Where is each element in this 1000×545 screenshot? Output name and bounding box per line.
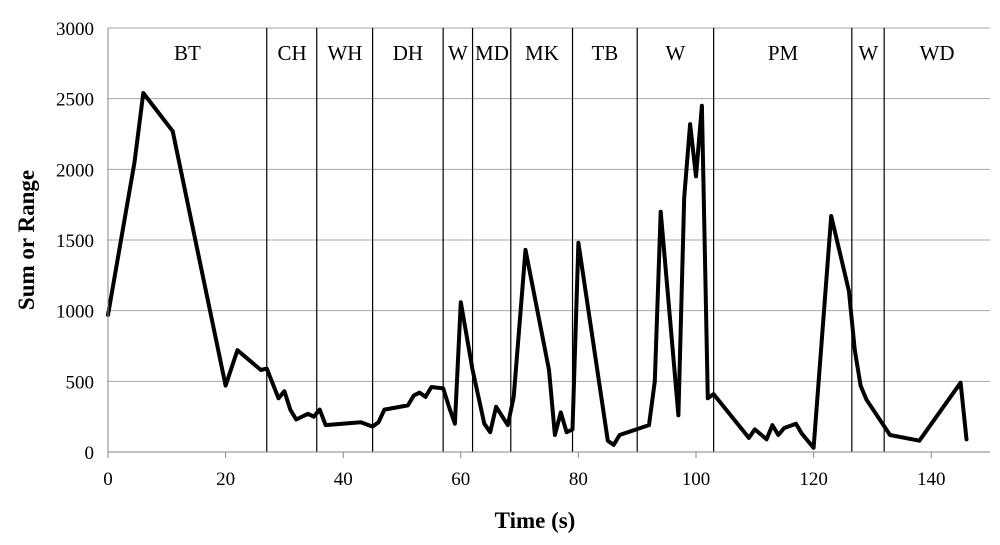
x-tick-label-0: 0 — [103, 469, 113, 490]
y-tick-label-5: 2500 — [56, 90, 94, 111]
y-tick-label-6: 3000 — [56, 19, 94, 40]
phase-label-11: WD — [920, 41, 955, 65]
x-tick-label-4: 80 — [569, 469, 588, 490]
y-tick-label-1: 500 — [66, 372, 95, 393]
grid-lines — [108, 27, 990, 382]
x-tick-label-7: 140 — [917, 469, 946, 490]
phase-label-7: TB — [591, 41, 618, 65]
x-tick-label-3: 60 — [451, 469, 470, 490]
phase-label-5: MD — [475, 41, 509, 65]
x-tick-label-5: 100 — [682, 469, 711, 490]
y-tick-label-2: 1000 — [56, 302, 94, 323]
phase-label-1: CH — [277, 41, 306, 65]
phase-label-6: MK — [525, 41, 559, 65]
axes — [107, 28, 990, 458]
phase-label-2: WH — [327, 41, 362, 65]
x-axis-label: Time (s) — [495, 508, 576, 533]
y-tick-label-4: 2000 — [56, 160, 94, 181]
phase-label-10: W — [858, 41, 878, 65]
x-tick-label-2: 40 — [334, 469, 353, 490]
series-line-0 — [106, 91, 969, 450]
phase-label-4: W — [448, 41, 468, 65]
series-lines — [106, 91, 969, 450]
phase-labels: BT CH WH DH W MD MK TB W PM W WD — [174, 41, 955, 65]
x-tick-label-1: 20 — [216, 469, 235, 490]
y-tick-labels: 0 500 1000 1500 2000 2500 3000 — [56, 19, 94, 464]
y-tick-label-3: 1500 — [56, 231, 94, 252]
phase-label-3: DH — [393, 41, 423, 65]
x-tick-labels: 0 20 40 60 80 100 120 140 — [103, 469, 945, 490]
x-tick-label-6: 120 — [799, 469, 828, 490]
y-tick-label-0: 0 — [85, 443, 95, 464]
phase-label-0: BT — [174, 41, 201, 65]
phase-label-8: W — [666, 41, 686, 65]
phase-label-9: PM — [768, 41, 799, 65]
y-axis-label: Sum or Range — [14, 170, 39, 310]
